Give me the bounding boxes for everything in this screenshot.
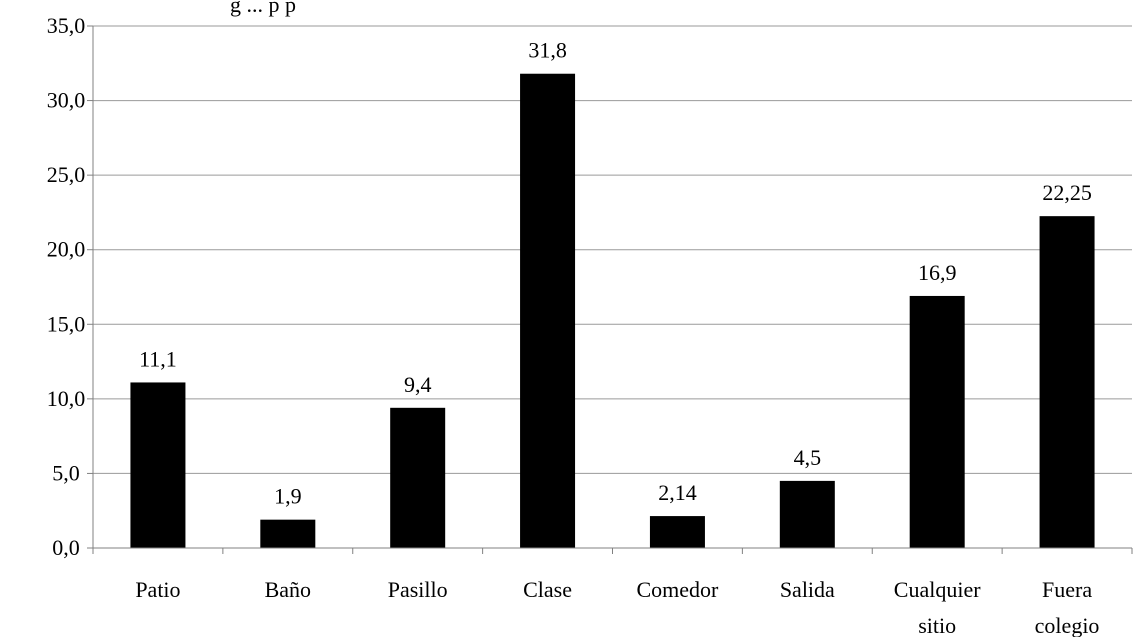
axes <box>92 26 1132 549</box>
category-label: Clase <box>523 577 572 602</box>
bar <box>779 480 835 548</box>
bar <box>909 295 965 548</box>
category-label: Patio <box>135 577 180 602</box>
y-tick-label: 0,0 <box>52 535 80 560</box>
data-label: 11,1 <box>139 346 177 371</box>
y-tick-label: 20,0 <box>47 237 86 262</box>
y-tick-label: 15,0 <box>47 311 86 336</box>
category-label: Pasillo <box>388 577 448 602</box>
category-label: Salida <box>780 577 835 602</box>
data-label: 1,9 <box>274 484 302 509</box>
y-tick-label: 10,0 <box>47 386 86 411</box>
y-axis-tick-labels: 0,0 5,0 10,0 15,0 20,0 25,0 30,0 35,0 <box>47 13 93 560</box>
bar <box>520 73 576 549</box>
bar <box>649 516 705 548</box>
y-tick-label: 5,0 <box>52 460 80 485</box>
data-label: 22,25 <box>1042 180 1092 205</box>
category-label: colegio <box>1035 613 1100 637</box>
data-label: 16,9 <box>918 260 957 285</box>
data-labels: 11,1 1,9 9,4 31,8 2,14 4,5 16,9 22,25 <box>139 38 1092 509</box>
bar <box>260 519 316 548</box>
bar <box>130 382 186 548</box>
y-tick-label: 35,0 <box>47 13 86 38</box>
bars <box>130 73 1095 549</box>
chart-title: g ... p p <box>230 0 296 17</box>
category-label: Comedor <box>636 577 719 602</box>
category-label: Cualquier <box>894 577 981 602</box>
bar <box>390 407 446 548</box>
grid-lines <box>93 25 1132 474</box>
category-label: Fuera <box>1042 577 1092 602</box>
data-label: 2,14 <box>658 480 697 505</box>
y-tick-label: 25,0 <box>47 162 86 187</box>
category-labels: Patio Baño Pasillo Clase Comedor Salida Cualqu… <box>135 577 1099 637</box>
data-label: 31,8 <box>528 38 567 63</box>
category-label: sitio <box>918 613 956 637</box>
data-label: 4,5 <box>794 445 822 470</box>
y-tick-label: 30,0 <box>47 88 86 113</box>
x-axis-tick-marks <box>92 548 1133 554</box>
category-label: Baño <box>265 577 311 602</box>
bar <box>1039 216 1095 548</box>
data-label: 9,4 <box>404 372 432 397</box>
